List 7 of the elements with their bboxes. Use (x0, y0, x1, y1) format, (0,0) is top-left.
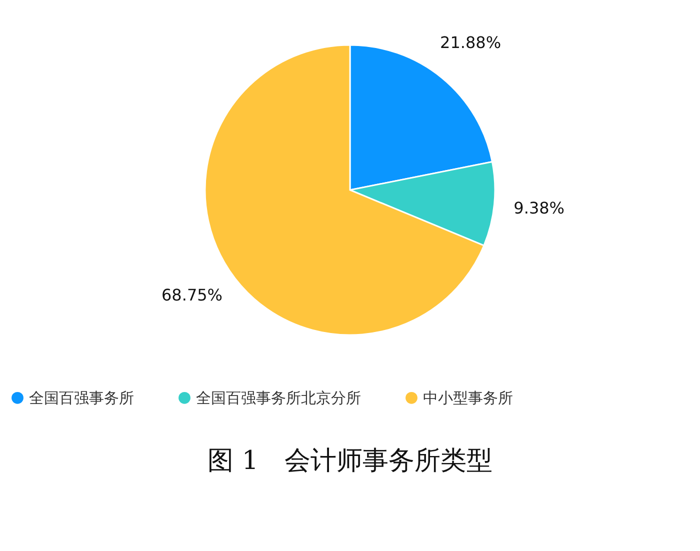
data-label: 68.75% (161, 286, 223, 305)
legend-label: 全国百强事务所北京分所 (196, 388, 361, 407)
legend-label: 中小型事务所 (423, 388, 513, 407)
legend-label: 全国百强事务所 (29, 388, 134, 407)
data-label: 9.38% (514, 198, 564, 218)
data-label: 21.88% (440, 33, 502, 52)
text: 图 1 会计师事务所类型 (208, 446, 492, 476)
